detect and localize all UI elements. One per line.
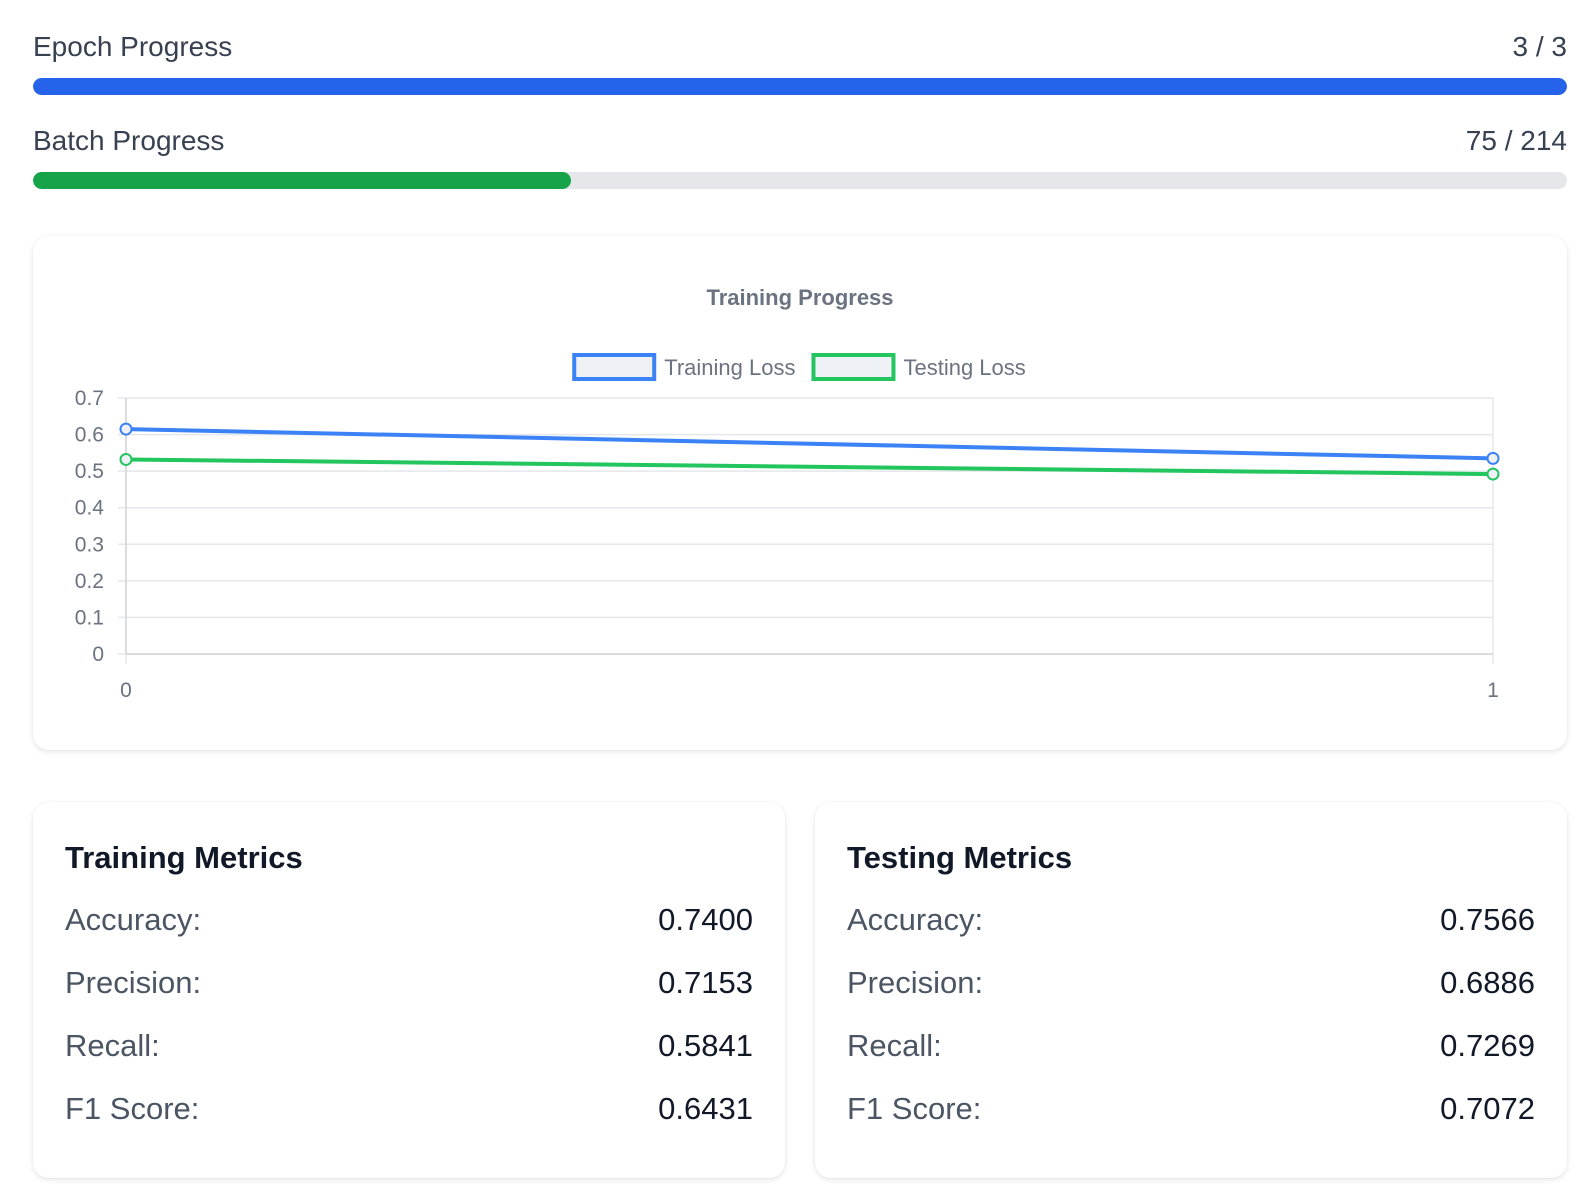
epoch-progress: Epoch Progress 3 / 3: [33, 30, 1567, 95]
training-metric-value: 0.5841: [658, 1028, 753, 1063]
testing-metric-value: 0.7072: [1440, 1091, 1535, 1126]
training-metric-value: 0.6431: [658, 1091, 753, 1126]
epoch-progress-track: [33, 78, 1567, 95]
training-metrics-card: Training Metrics Accuracy: 0.7400 Precis…: [33, 802, 785, 1178]
training-metric-value: 0.7153: [658, 965, 753, 1000]
batch-progress-header: Batch Progress 75 / 214: [33, 124, 1567, 158]
batch-progress: Batch Progress 75 / 214: [33, 124, 1567, 189]
legend-swatch: [811, 353, 896, 381]
training-metric-row-precision: Precision: 0.7153: [65, 963, 753, 1003]
batch-progress-fill: [33, 172, 571, 189]
legend-label: Training Loss: [664, 355, 795, 380]
testing-metric-value: 0.7269: [1440, 1028, 1535, 1063]
y-tick-label: 0.3: [75, 533, 104, 556]
epoch-progress-counter: 3 / 3: [1512, 31, 1567, 62]
x-tick-label: 1: [1487, 679, 1499, 702]
epoch-progress-header: Epoch Progress 3 / 3: [33, 30, 1567, 64]
series-line: [125, 457, 1494, 477]
epoch-progress-label: Epoch Progress: [33, 31, 233, 62]
chart-title: Training Progress: [706, 285, 893, 310]
legend-swatch: [572, 353, 657, 381]
testing-metric-row-accuracy: Accuracy: 0.7566: [847, 900, 1535, 940]
legend-label: Testing Loss: [903, 355, 1025, 380]
series-point: [1486, 451, 1500, 465]
training-metric-row-recall: Recall: 0.5841: [65, 1026, 753, 1066]
testing-metrics-title: Testing Metrics: [847, 840, 1073, 875]
training-metric-row-f1: F1 Score: 0.6431: [65, 1089, 753, 1129]
y-tick-label: 0.1: [75, 606, 104, 629]
testing-metric-row-precision: Precision: 0.6886: [847, 963, 1535, 1003]
training-progress-chart-card: Training Progress Training Loss Testing Lo…: [33, 236, 1567, 750]
batch-progress-track: [33, 172, 1567, 189]
y-tick-label: 0: [92, 643, 104, 666]
x-tick-label: 0: [120, 679, 132, 702]
series-point: [119, 452, 133, 466]
y-tick-label: 0.5: [75, 460, 104, 483]
training-progress-chart: Training Progress Training Loss Testing Lo…: [75, 285, 1500, 702]
series-point: [1486, 467, 1500, 481]
testing-metric-label: F1 Score:: [847, 1091, 982, 1126]
testing-metric-value: 0.7566: [1440, 902, 1535, 937]
training-metrics-title: Training Metrics: [65, 840, 303, 875]
series-line: [125, 427, 1494, 461]
series-point: [119, 422, 133, 436]
y-tick-label: 0.6: [75, 424, 104, 447]
testing-metric-label: Precision:: [847, 965, 984, 1000]
training-metric-label: Precision:: [65, 965, 202, 1000]
testing-metrics-card: Testing Metrics Accuracy: 0.7566 Precisi…: [815, 802, 1567, 1178]
training-metric-row-accuracy: Accuracy: 0.7400: [65, 900, 753, 940]
batch-progress-label: Batch Progress: [33, 125, 225, 156]
testing-metric-row-f1: F1 Score: 0.7072: [847, 1089, 1535, 1129]
testing-metric-row-recall: Recall: 0.7269: [847, 1026, 1535, 1066]
batch-progress-counter: 75 / 214: [1465, 125, 1567, 156]
training-metric-label: F1 Score:: [65, 1091, 200, 1126]
training-metric-label: Recall:: [65, 1028, 160, 1063]
epoch-progress-fill: [33, 78, 1567, 95]
y-tick-label: 0.2: [75, 570, 104, 593]
training-metric-label: Accuracy:: [65, 902, 202, 937]
testing-metric-label: Recall:: [847, 1028, 942, 1063]
y-tick-label: 0.7: [75, 387, 104, 410]
testing-metric-value: 0.6886: [1440, 965, 1535, 1000]
testing-metric-label: Accuracy:: [847, 902, 984, 937]
y-tick-label: 0.4: [75, 497, 105, 520]
training-metric-value: 0.7400: [658, 902, 753, 937]
